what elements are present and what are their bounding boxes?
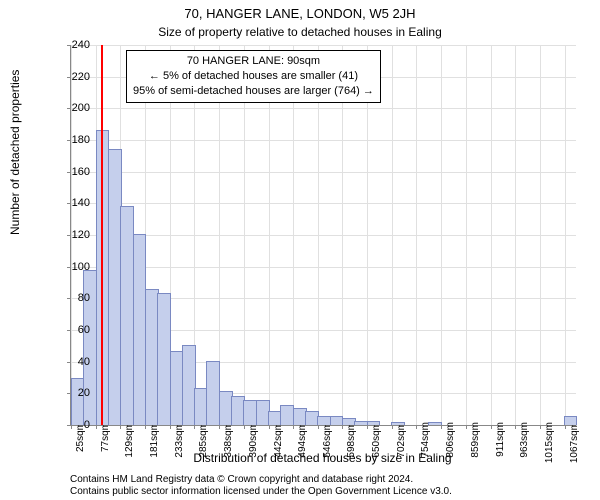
ytick-label: 220 xyxy=(50,71,90,83)
xtick-label: 77sqm xyxy=(100,422,111,452)
footer-line-2: Contains public sector information licen… xyxy=(70,486,580,498)
histogram-bar xyxy=(428,422,442,425)
ytick-label: 160 xyxy=(50,166,90,178)
xtick-mark xyxy=(392,425,393,429)
ytick-label: 180 xyxy=(50,134,90,146)
histogram-bar xyxy=(564,416,578,425)
ytick-label: 200 xyxy=(50,102,90,114)
reference-line xyxy=(101,45,103,425)
gridline-h xyxy=(71,108,576,109)
x-axis-label: Distribution of detached houses by size … xyxy=(70,451,575,465)
xtick-mark xyxy=(145,425,146,429)
ytick-label: 100 xyxy=(50,261,90,273)
annotation-line: ← 5% of detached houses are smaller (41) xyxy=(133,69,374,84)
xtick-mark xyxy=(269,425,270,429)
xtick-mark xyxy=(120,425,121,429)
chart-title-sub: Size of property relative to detached ho… xyxy=(0,25,600,39)
gridline-v xyxy=(540,45,541,425)
gridline-v xyxy=(515,45,516,425)
xtick-mark xyxy=(194,425,195,429)
histogram-bar xyxy=(391,422,405,425)
chart-title-main: 70, HANGER LANE, LONDON, W5 2JH xyxy=(0,6,600,21)
footer-line-1: Contains HM Land Registry data © Crown c… xyxy=(70,474,580,486)
ytick-label: 40 xyxy=(50,356,90,368)
xtick-mark xyxy=(441,425,442,429)
xtick-mark xyxy=(244,425,245,429)
gridline-h xyxy=(71,203,576,204)
xtick-mark xyxy=(367,425,368,429)
xtick-mark xyxy=(318,425,319,429)
gridline-v xyxy=(441,45,442,425)
gridline-h xyxy=(71,140,576,141)
xtick-mark xyxy=(342,425,343,429)
xtick-mark xyxy=(540,425,541,429)
ytick-label: 140 xyxy=(50,197,90,209)
xtick-mark xyxy=(466,425,467,429)
ytick-label: 120 xyxy=(50,229,90,241)
y-axis-label: Number of detached properties xyxy=(8,70,22,235)
gridline-h xyxy=(71,172,576,173)
ytick-label: 240 xyxy=(50,39,90,51)
xtick-mark xyxy=(170,425,171,429)
xtick-mark xyxy=(565,425,566,429)
ytick-label: 60 xyxy=(50,324,90,336)
gridline-h xyxy=(71,235,576,236)
xtick-mark xyxy=(293,425,294,429)
footer-attribution: Contains HM Land Registry data © Crown c… xyxy=(70,474,580,498)
histogram-bar xyxy=(367,421,381,425)
gridline-v xyxy=(392,45,393,425)
xtick-mark xyxy=(515,425,516,429)
annotation-line: 70 HANGER LANE: 90sqm xyxy=(133,54,374,69)
xtick-mark xyxy=(416,425,417,429)
xtick-mark xyxy=(219,425,220,429)
gridline-h xyxy=(71,267,576,268)
gridline-h xyxy=(71,45,576,46)
gridline-v xyxy=(491,45,492,425)
ytick-label: 0 xyxy=(50,419,90,431)
xtick-mark xyxy=(96,425,97,429)
gridline-v xyxy=(565,45,566,425)
gridline-v xyxy=(466,45,467,425)
annotation-line: 95% of semi-detached houses are larger (… xyxy=(133,84,374,99)
xtick-mark xyxy=(491,425,492,429)
annotation-box: 70 HANGER LANE: 90sqm← 5% of detached ho… xyxy=(126,50,381,103)
ytick-label: 20 xyxy=(50,387,90,399)
gridline-v xyxy=(416,45,417,425)
ytick-label: 80 xyxy=(50,292,90,304)
chart-plot-area: 25sqm77sqm129sqm181sqm233sqm285sqm338sqm… xyxy=(70,45,576,426)
